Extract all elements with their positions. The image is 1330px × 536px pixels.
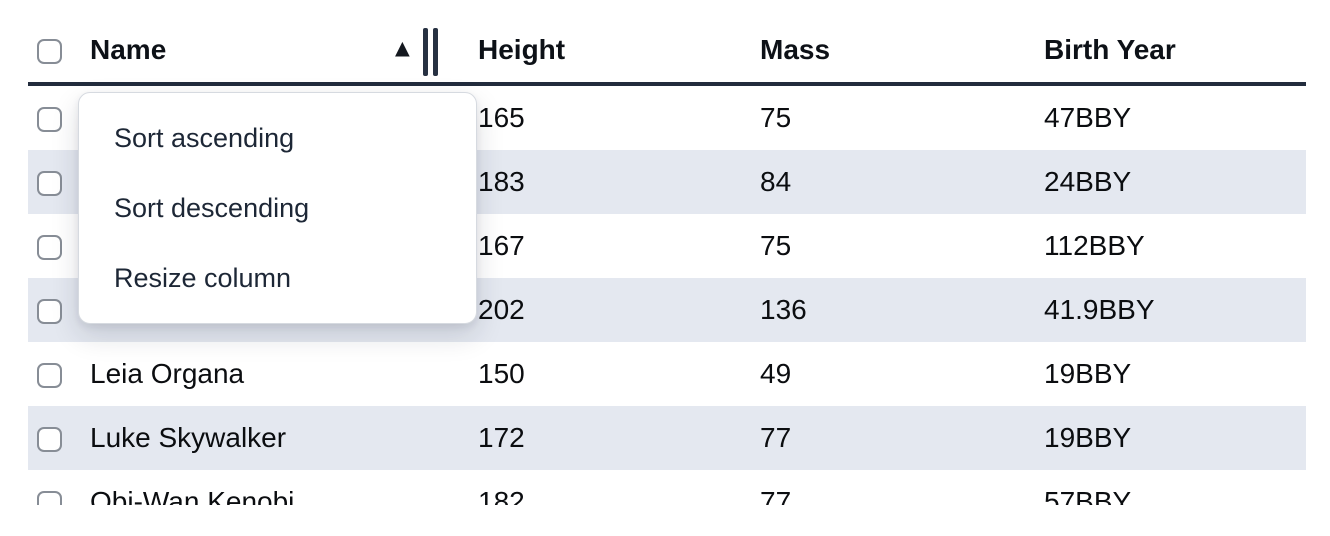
row-checkbox[interactable] (37, 235, 62, 261)
table-row[interactable]: 165 75 47BBY (28, 84, 1306, 150)
sort-ascending-icon: ▲ (390, 34, 415, 63)
row-checkbox[interactable] (37, 299, 62, 325)
menu-item-sort-ascending[interactable]: Sort ascending (114, 122, 295, 153)
cell-mass: 77 (760, 422, 792, 453)
cell-birth-year: 41.9BBY (1044, 294, 1155, 325)
column-header-name-label: Name (90, 34, 167, 65)
table-row[interactable]: 167 75 112BBY (28, 214, 1306, 278)
cell-name: Luke Skywalker (90, 422, 287, 453)
row-checkbox-cell (28, 342, 80, 406)
column-header-birth-year[interactable]: Birth Year (1024, 18, 1306, 86)
menu-item-sort-descending[interactable]: Sort descending (114, 192, 310, 223)
table-row[interactable]: Luke Skywalker 172 77 19BBY (28, 406, 1306, 470)
row-checkbox-cell (28, 470, 80, 505)
cell-name: Obi-Wan Kenobi (90, 486, 295, 505)
cell-birth-year: 57BBY (1044, 486, 1132, 505)
cell-mass: 49 (760, 358, 792, 389)
cell-mass: 75 (760, 102, 792, 133)
row-checkbox[interactable] (37, 107, 62, 133)
table-row[interactable]: Obi-Wan Kenobi 182 77 57BBY (28, 470, 1306, 505)
cell-height: 150 (478, 358, 525, 389)
select-all-cell (28, 18, 80, 86)
column-header-name[interactable]: Name ▲ (80, 18, 458, 86)
menu-item-resize-column[interactable]: Resize column (114, 262, 292, 293)
cell-birth-year: 112BBY (1044, 230, 1145, 261)
row-checkbox-cell (28, 150, 80, 214)
column-menu: Sort ascending Sort descending Resize colu… (79, 103, 476, 313)
cell-height: 167 (478, 230, 525, 261)
header-row: Name ▲ Height Mass Birth Year (28, 18, 1306, 86)
cell-birth-year: 47BBY (1044, 102, 1132, 133)
row-checkbox-cell (28, 406, 80, 470)
cell-mass: 84 (760, 166, 792, 197)
cell-height: 183 (478, 166, 525, 197)
row-checkbox-cell (28, 214, 80, 278)
table-row[interactable]: Leia Organa 150 49 19BBY (28, 342, 1306, 406)
cell-height: 182 (478, 486, 525, 505)
row-checkbox-cell (28, 84, 80, 150)
column-resize-handle[interactable] (423, 28, 438, 76)
cell-height: 202 (478, 294, 525, 325)
cell-birth-year: 19BBY (1044, 422, 1132, 453)
row-checkbox[interactable] (37, 427, 62, 453)
cell-height: 172 (478, 422, 525, 453)
column-header-mass[interactable]: Mass (740, 18, 1024, 86)
cell-birth-year: 19BBY (1044, 358, 1132, 389)
column-header-height[interactable]: Height (458, 18, 740, 86)
row-checkbox[interactable] (37, 171, 62, 197)
cell-birth-year: 24BBY (1044, 166, 1132, 197)
row-checkbox-cell (28, 278, 80, 342)
cell-mass: 136 (760, 294, 807, 325)
column-menu-popover: Sort ascending Sort descending Resize colu… (78, 92, 477, 324)
row-checkbox[interactable] (37, 363, 62, 389)
cell-height: 165 (478, 102, 525, 133)
select-all-checkbox[interactable] (37, 39, 62, 65)
row-checkbox[interactable] (37, 491, 62, 505)
cell-name: Leia Organa (90, 358, 245, 389)
cell-mass: 75 (760, 230, 792, 261)
cell-mass: 77 (760, 486, 792, 505)
table-header: Name ▲ Height Mass Birth Year (28, 18, 1306, 86)
